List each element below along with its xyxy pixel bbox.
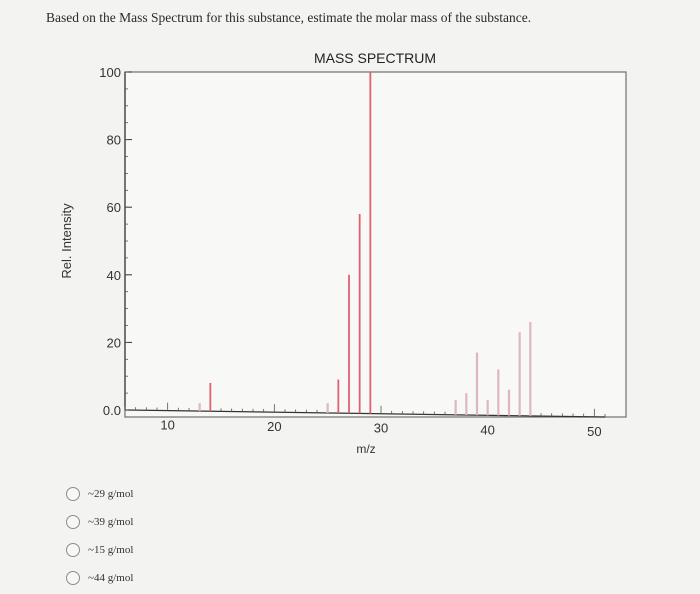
x-tick-label: 20: [267, 419, 281, 434]
radio-button[interactable]: [66, 515, 80, 529]
y-tick-label: 100: [99, 65, 121, 80]
x-axis-label: m/z: [356, 442, 375, 456]
answer-options: ~29 g/mol ~39 g/mol ~15 g/mol ~44 g/mol: [66, 480, 133, 592]
option-0[interactable]: ~29 g/mol: [66, 480, 133, 508]
radio-button[interactable]: [66, 487, 80, 501]
x-axis-line: [124, 409, 606, 418]
y-tick-label: 20: [107, 335, 121, 350]
radio-button[interactable]: [66, 571, 80, 585]
mass-spectrum-chart: MASS SPECTRUM Rel. Intensity m/z 0.0 20 40…: [59, 50, 627, 456]
y-tick-label: 80: [107, 133, 121, 148]
y-tick-label: 0.0: [103, 403, 121, 418]
x-tick-label: 10: [160, 418, 174, 433]
chart-title: MASS SPECTRUM: [314, 50, 436, 66]
plot-frame: [124, 71, 627, 418]
y-axis-label: Rel. Intensity: [59, 203, 74, 279]
question-text: Based on the Mass Spectrum for this subs…: [46, 10, 532, 25]
y-tick-label: 40: [107, 268, 121, 283]
x-tick-label: 40: [480, 422, 494, 437]
x-tick-label: 50: [587, 424, 601, 439]
option-3[interactable]: ~44 g/mol: [66, 564, 133, 592]
option-label: ~39 g/mol: [88, 516, 134, 528]
x-tick-label: 30: [374, 421, 388, 436]
option-2[interactable]: ~15 g/mol: [66, 536, 133, 564]
option-label: ~44 g/mol: [88, 572, 134, 584]
radio-button[interactable]: [66, 543, 80, 557]
option-label: ~15 g/mol: [88, 544, 134, 556]
y-tick-label: 60: [107, 200, 121, 215]
option-1[interactable]: ~39 g/mol: [66, 508, 133, 536]
option-label: ~29 g/mol: [88, 488, 134, 500]
